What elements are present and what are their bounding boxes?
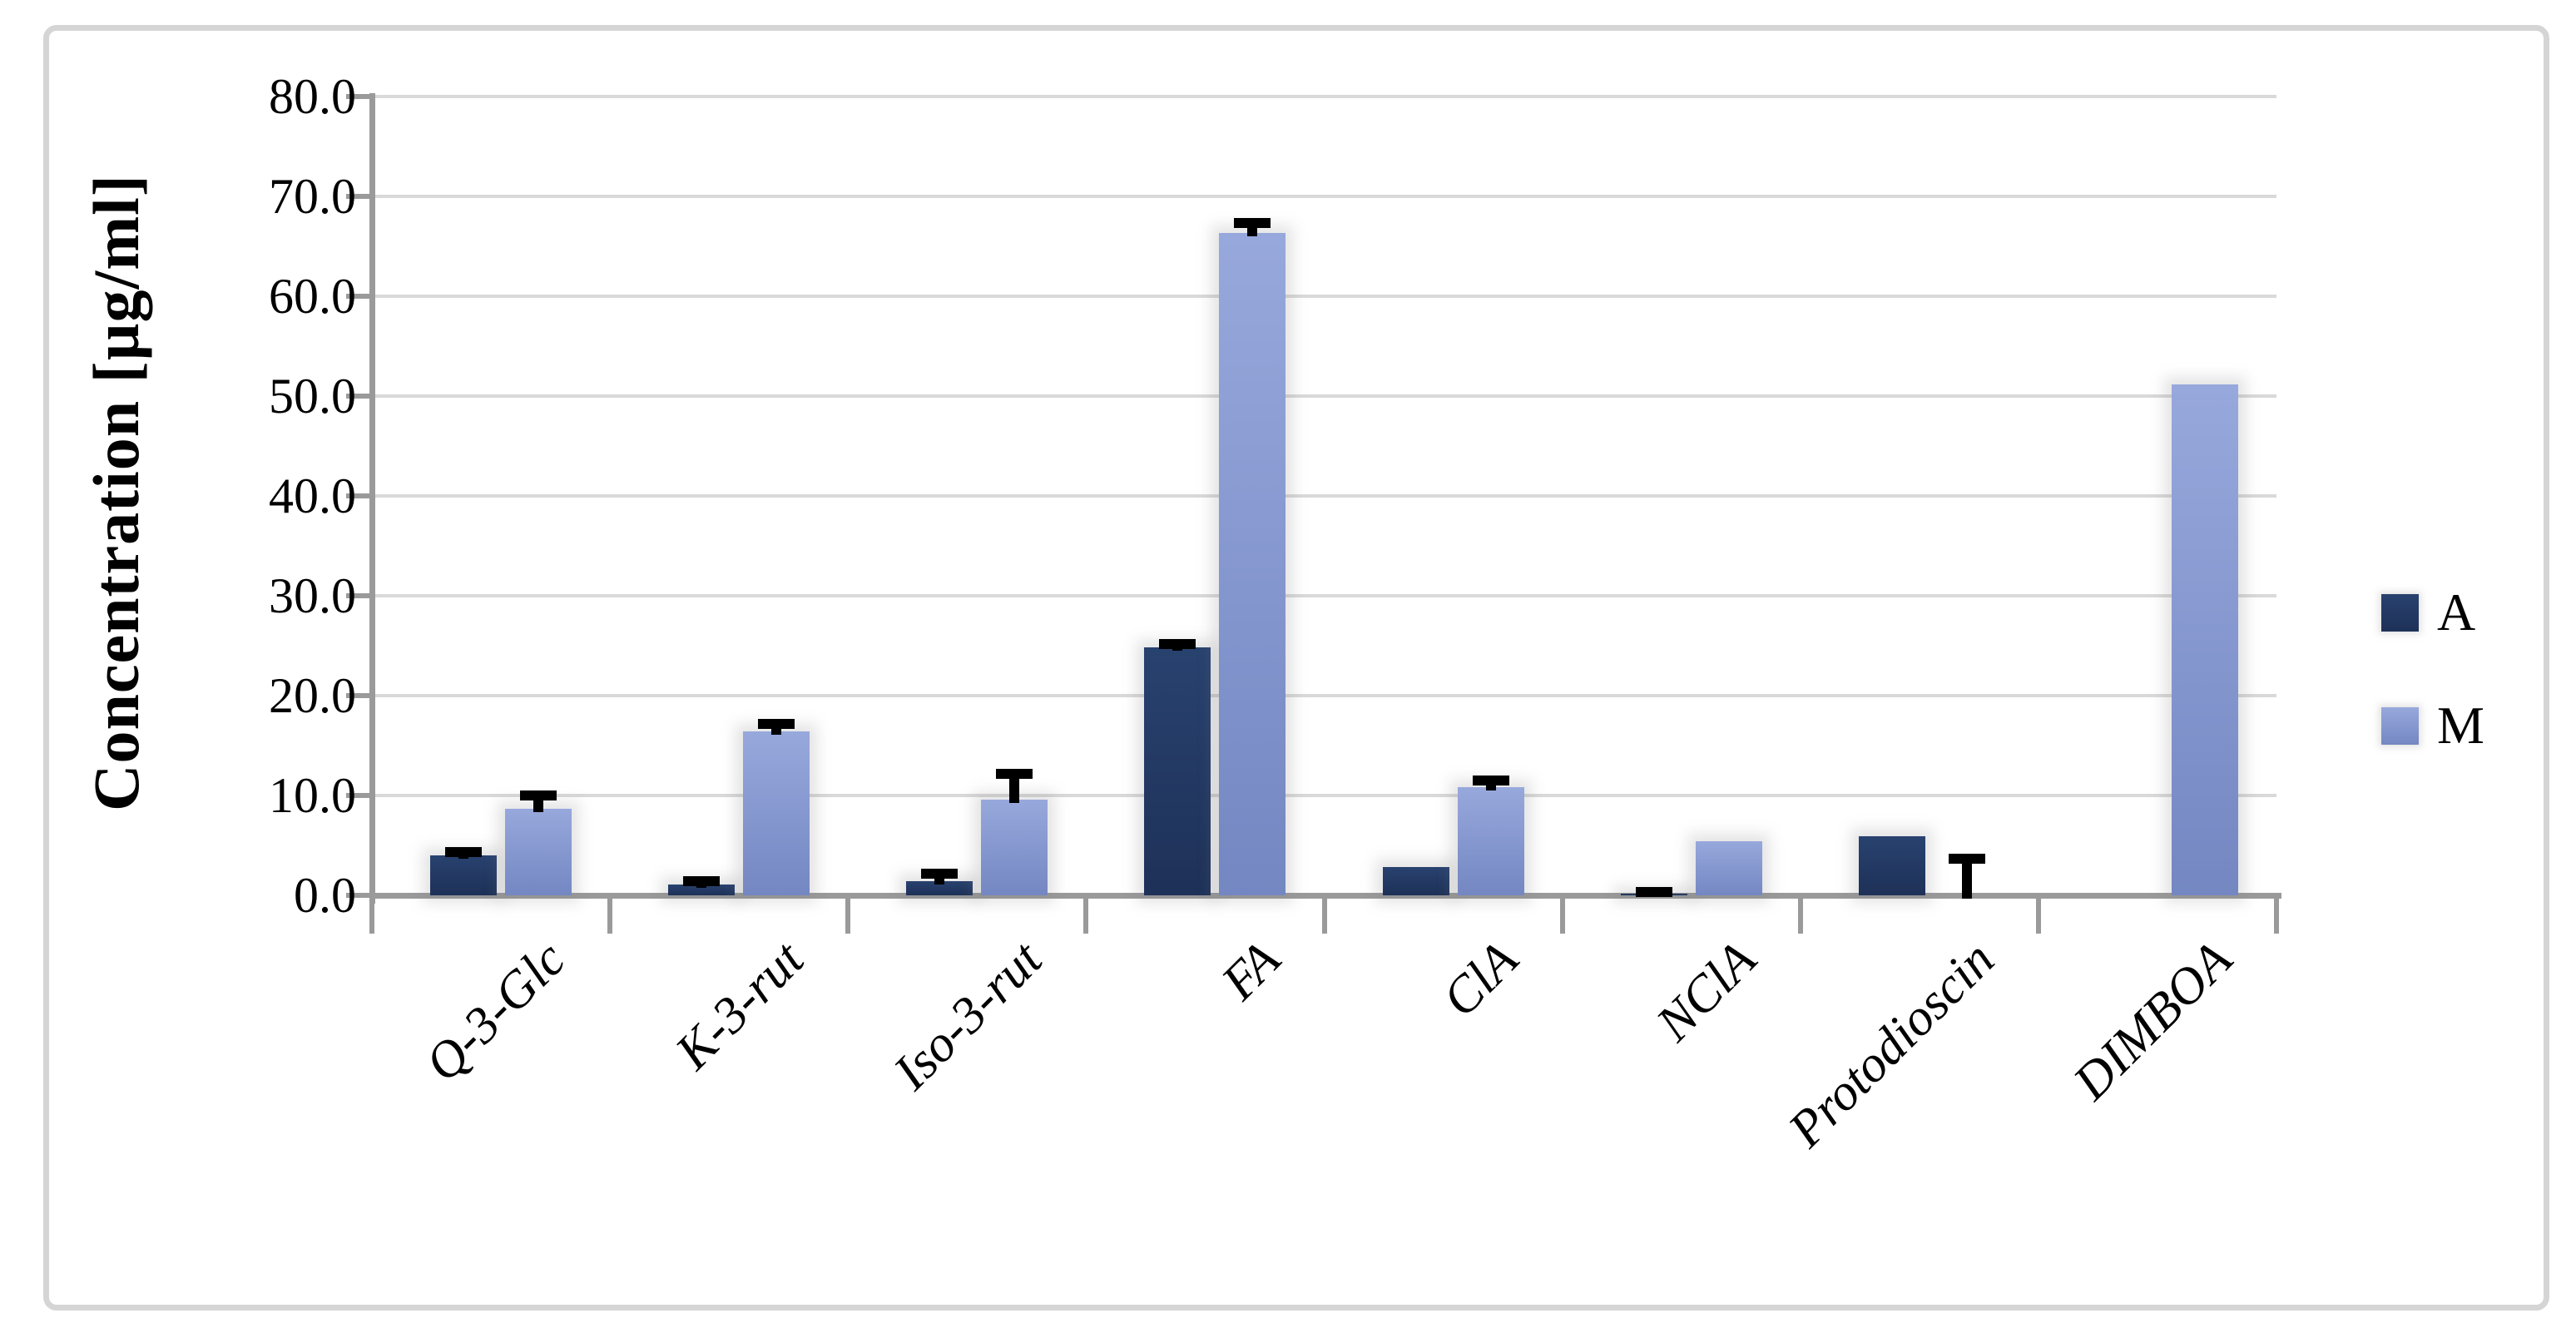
gridline-20 xyxy=(372,694,2276,697)
bar-M-Q-3-Glc xyxy=(505,808,572,895)
x-tick-0 xyxy=(369,895,374,934)
y-tick-label-50.0: 50.0 xyxy=(269,369,356,424)
gridline-60 xyxy=(372,295,2276,298)
x-tick-5 xyxy=(1559,895,1565,934)
bar-M-NClA xyxy=(1695,841,1762,895)
error-bar-cap-M-K-3-rut xyxy=(758,718,795,729)
legend-swatch-a xyxy=(2381,593,2419,632)
bar-M-DIMBOA xyxy=(2171,384,2238,895)
error-bar-cap-M-Iso-3-rut xyxy=(996,768,1033,779)
bar-A-Protodioscin xyxy=(1858,836,1925,895)
error-bar-cap-A-NClA xyxy=(1635,887,1672,898)
y-axis-line xyxy=(369,93,375,904)
gridline-40 xyxy=(372,494,2276,498)
gridline-10 xyxy=(372,794,2276,797)
error-bar-cap-M-Q-3-Glc xyxy=(520,790,557,800)
x-tick-7 xyxy=(2035,895,2041,934)
bar-A-K-3-rut xyxy=(668,884,736,895)
bar-M-K-3-rut xyxy=(743,731,810,895)
y-tick-30.0 xyxy=(346,593,369,598)
error-bar-cap-A-Q-3-Glc xyxy=(445,847,483,858)
error-bar-cap-A-K-3-rut xyxy=(683,876,721,887)
bar-M-Iso-3-rut xyxy=(981,799,1048,895)
y-tick-50.0 xyxy=(346,394,369,399)
chart-frame xyxy=(43,25,2549,1311)
bar-M-FA xyxy=(1219,233,1286,895)
x-tick-8 xyxy=(2274,895,2279,934)
y-tick-10.0 xyxy=(346,793,369,798)
bar-A-ClA xyxy=(1382,867,1449,895)
y-tick-label-60.0: 60.0 xyxy=(269,269,356,324)
y-tick-label-40.0: 40.0 xyxy=(269,468,356,523)
gridline-50 xyxy=(372,394,2276,398)
y-tick-label-30.0: 30.0 xyxy=(269,568,356,623)
error-bar-cap-A-Iso-3-rut xyxy=(921,868,959,879)
x-tick-2 xyxy=(845,895,851,934)
y-tick-0.0 xyxy=(346,893,369,898)
x-tick-4 xyxy=(1321,895,1327,934)
x-tick-6 xyxy=(1797,895,1803,934)
y-tick-70.0 xyxy=(346,194,369,199)
error-bar-stem-M-Protodioscin xyxy=(1961,858,1972,899)
error-bar-cap-M-FA xyxy=(1234,218,1271,229)
x-tick-3 xyxy=(1083,895,1089,934)
y-tick-40.0 xyxy=(346,493,369,498)
bar-A-Q-3-Glc xyxy=(430,855,498,895)
y-tick-80.0 xyxy=(346,94,369,99)
error-bar-cap-M-Protodioscin xyxy=(1948,853,1985,864)
gridline-80 xyxy=(372,95,2276,98)
gridline-30 xyxy=(372,594,2276,597)
bar-A-FA xyxy=(1144,647,1211,895)
error-bar-cap-M-ClA xyxy=(1472,776,1509,785)
x-tick-1 xyxy=(607,895,613,934)
y-tick-20.0 xyxy=(346,693,369,698)
gridline-70 xyxy=(372,195,2276,198)
legend-item-a: A xyxy=(2381,582,2484,642)
bar-A-Iso-3-rut xyxy=(906,881,973,895)
legend-item-m: M xyxy=(2381,696,2484,756)
error-bar-stem-M-Iso-3-rut xyxy=(1009,773,1020,803)
y-tick-label-20.0: 20.0 xyxy=(269,668,356,723)
legend-swatch-m xyxy=(2381,706,2419,745)
y-tick-label-10.0: 10.0 xyxy=(269,768,356,823)
legend: A M xyxy=(2381,582,2484,756)
y-tick-label-80.0: 80.0 xyxy=(269,69,356,124)
y-tick-label-70.0: 70.0 xyxy=(269,169,356,224)
error-bar-cap-A-FA xyxy=(1159,638,1196,649)
y-tick-label-0.0: 0.0 xyxy=(294,868,356,923)
legend-label-a: A xyxy=(2437,582,2476,642)
y-tick-60.0 xyxy=(346,294,369,299)
legend-label-m: M xyxy=(2437,696,2484,755)
bar-M-ClA xyxy=(1457,787,1524,895)
